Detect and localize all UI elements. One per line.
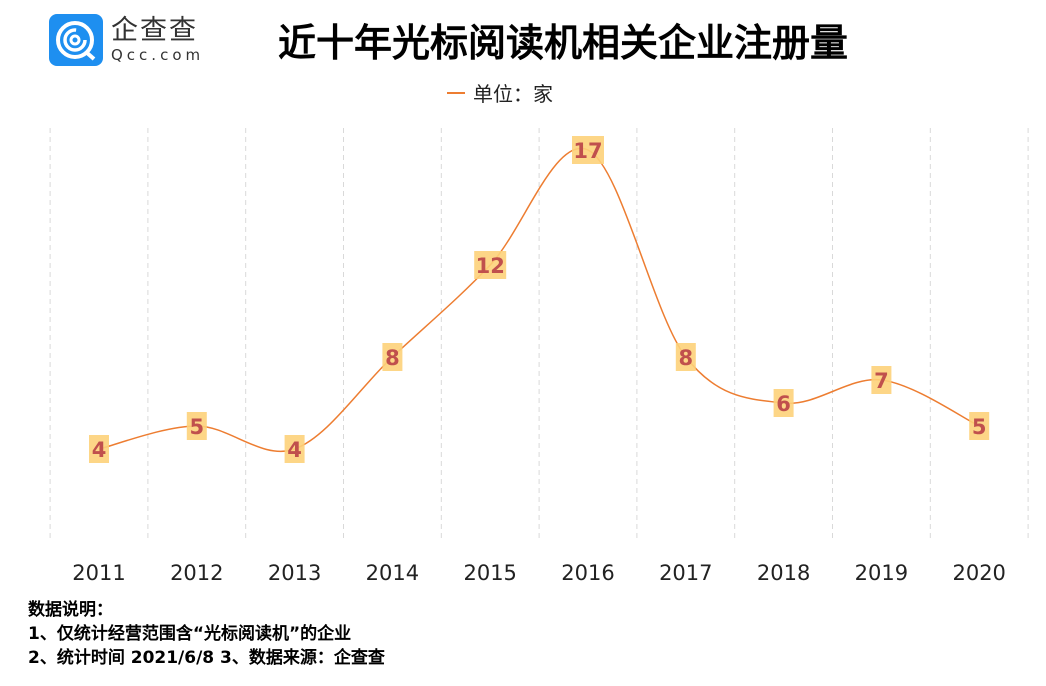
note-heading: 数据说明： — [28, 600, 113, 620]
data-label-bg — [474, 251, 507, 279]
data-label-bg — [675, 343, 696, 371]
chart-title: 近十年光标阅读机相关企业注册量 — [277, 21, 848, 65]
data-label-bg — [89, 435, 109, 463]
x-tick-label: 2017 — [659, 561, 712, 585]
data-label-bg — [186, 412, 207, 440]
x-tick-label: 2013 — [268, 561, 321, 585]
notes: 数据说明： 1、仅统计经营范围含“光标阅读机”的企业 2、统计时间 2021/6… — [28, 598, 385, 670]
data-label-bg — [969, 412, 990, 440]
data-label-bg — [382, 343, 403, 371]
x-tick-label: 2015 — [463, 561, 516, 585]
data-label: 7 — [874, 369, 889, 393]
x-tick-label: 2012 — [170, 561, 223, 585]
data-label: 8 — [678, 346, 693, 370]
series-line — [98, 147, 980, 452]
x-tick-label: 2016 — [561, 561, 614, 585]
data-label-bg — [284, 435, 305, 463]
note-2: 2、统计时间 2021/6/8 3、数据来源：企查查 — [28, 648, 385, 668]
legend-label: 单位：家 — [473, 82, 553, 106]
logo-en: Qcc.com — [111, 46, 205, 64]
x-tick-label: 2018 — [757, 561, 810, 585]
data-label: 8 — [385, 346, 400, 370]
logo-cn: 企查查 — [111, 15, 198, 46]
x-tick-label: 2014 — [366, 561, 419, 585]
x-tick-label: 2011 — [72, 561, 125, 585]
data-label: 6 — [776, 392, 791, 416]
x-tick-label: 2020 — [952, 561, 1005, 585]
data-label: 12 — [476, 254, 505, 278]
data-label: 5 — [972, 415, 987, 439]
legend: 单位：家 — [447, 78, 553, 107]
data-label: 4 — [287, 438, 302, 462]
legend-swatch — [447, 91, 465, 94]
qcc-logo: 企查查 Qcc.com — [49, 14, 204, 66]
data-label-bg — [773, 389, 794, 417]
note-1: 1、仅统计经营范围含“光标阅读机”的企业 — [28, 624, 352, 644]
data-label: 5 — [189, 415, 204, 439]
x-tick-label: 2019 — [855, 561, 908, 585]
data-label: 4 — [92, 438, 107, 462]
data-label-bg — [871, 366, 892, 394]
logo-icon — [49, 14, 103, 66]
data-label: 17 — [573, 139, 602, 163]
line-chart: 2011 2012 2013 2014 2015 2016 2017 2018 2019 2020… — [49, 128, 1029, 585]
data-label-bg — [572, 136, 604, 164]
